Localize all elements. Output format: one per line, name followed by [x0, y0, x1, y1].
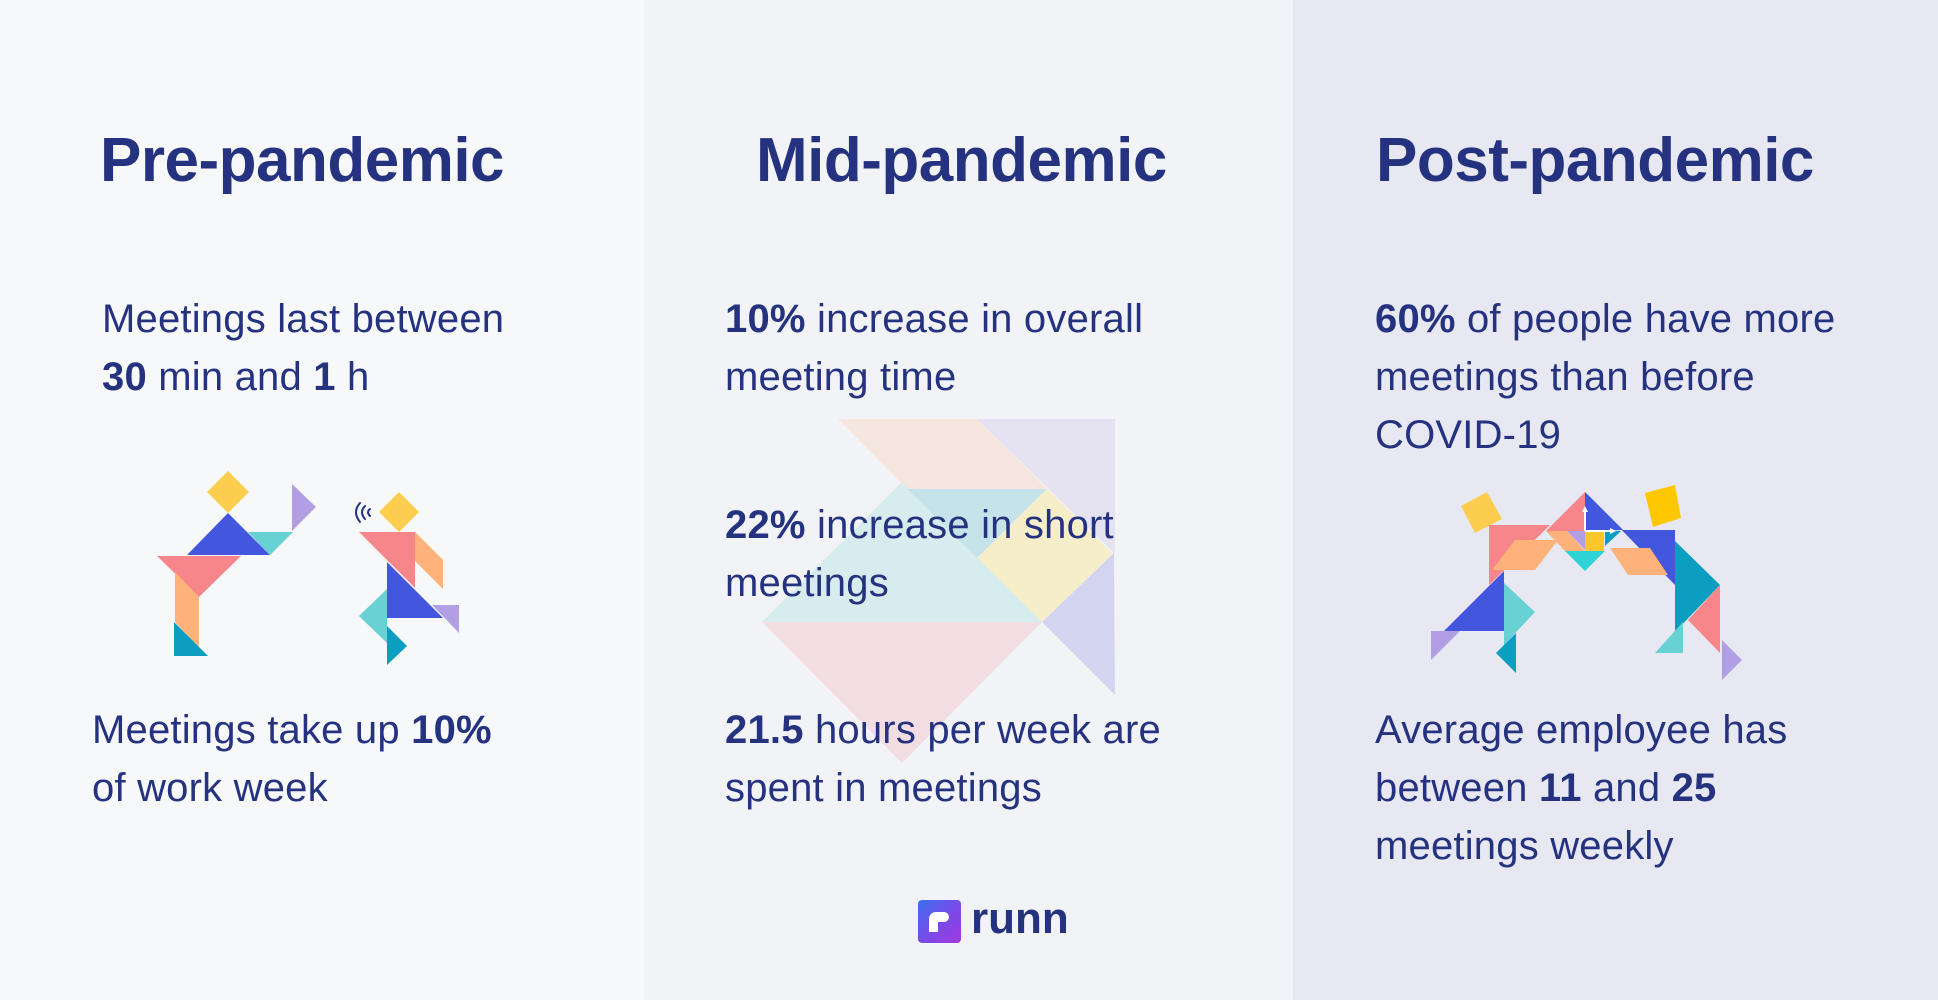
stat-line: 21.5 hours per week are — [725, 701, 1161, 759]
stat-text: hours per week are — [803, 708, 1161, 752]
stat-text: COVID-19 — [1375, 413, 1562, 457]
stat-text: of work week — [92, 766, 328, 810]
stat-text: spent in meetings — [725, 766, 1042, 810]
stat-text: of people have more — [1455, 297, 1836, 341]
stat-text: between — [1375, 766, 1539, 810]
stat-highlight: 25 — [1671, 766, 1717, 810]
stat-post-people: 60% of people have more meetings than bef… — [1375, 290, 1835, 464]
stat-highlight: 21.5 — [725, 708, 804, 752]
stat-post-average: Average employee has between 11 and 25 mee… — [1375, 701, 1787, 875]
stat-line: meetings than before — [1375, 348, 1835, 406]
runn-logo-icon — [918, 900, 961, 943]
stat-line: 10% increase in overall — [725, 290, 1143, 348]
tangram-high-five-icon — [1431, 485, 1742, 680]
stat-highlight: 11 — [1538, 766, 1582, 810]
stat-highlight: 30 — [102, 355, 147, 399]
faded-tangram-arrow-icon — [762, 419, 1115, 763]
stat-text: min and — [146, 355, 314, 399]
stat-line: COVID-19 — [1375, 406, 1835, 464]
column-pre-pandemic — [0, 0, 644, 1000]
stat-line: meetings weekly — [1375, 817, 1787, 875]
stat-text: increase in overall — [805, 297, 1144, 341]
stat-text: h — [335, 355, 370, 399]
stat-text: meetings — [725, 561, 889, 605]
stat-text: meeting time — [725, 355, 957, 399]
stat-line: 30 min and 1 h — [102, 348, 504, 406]
stat-line: between 11 and 25 — [1375, 759, 1787, 817]
sound-waves-icon — [355, 502, 371, 523]
stat-pre-share: Meetings take up 10% of work week — [92, 701, 492, 817]
stat-line: of work week — [92, 759, 492, 817]
stat-text: and — [1581, 766, 1672, 810]
stat-line: meetings — [725, 554, 1114, 612]
stat-line: meeting time — [725, 348, 1143, 406]
stat-highlight: 10% — [411, 708, 492, 752]
stat-text: Meetings take up — [92, 708, 412, 752]
stat-line: Average employee has — [1375, 701, 1787, 759]
stat-line: Meetings last between — [102, 290, 504, 348]
brand-name: runn — [971, 893, 1069, 943]
stat-highlight: 1 — [313, 355, 336, 399]
stat-text: Average employee has — [1375, 708, 1788, 752]
stat-mid-hours: 21.5 hours per week are spent in meetings — [725, 701, 1161, 817]
stat-text: Meetings last between — [102, 297, 505, 341]
tangram-figure-right-icon — [359, 492, 459, 665]
stat-text: meetings than before — [1375, 355, 1755, 399]
stat-mid-short: 22% increase in short meetings — [725, 496, 1114, 612]
stat-highlight: 22% — [725, 503, 806, 547]
title-post-pandemic: Post-pandemic — [1376, 126, 1814, 195]
runn-logo: runn — [918, 893, 1069, 943]
title-mid-pandemic: Mid-pandemic — [756, 126, 1167, 195]
stat-text: meetings weekly — [1375, 824, 1674, 868]
stat-line: 22% increase in short — [725, 496, 1114, 554]
stat-line: 60% of people have more — [1375, 290, 1835, 348]
stat-line: spent in meetings — [725, 759, 1161, 817]
stat-line: Meetings take up 10% — [92, 701, 492, 759]
column-post-pandemic — [1293, 0, 1938, 1000]
stat-pre-duration: Meetings last between 30 min and 1 h — [102, 290, 504, 406]
title-pre-pandemic: Pre-pandemic — [100, 126, 505, 195]
stat-highlight: 10% — [725, 297, 806, 341]
tangram-figure-left-icon — [157, 471, 316, 656]
stat-highlight: 60% — [1375, 297, 1456, 341]
stat-mid-overall: 10% increase in overall meeting time — [725, 290, 1143, 406]
stat-text: increase in short — [805, 503, 1114, 547]
